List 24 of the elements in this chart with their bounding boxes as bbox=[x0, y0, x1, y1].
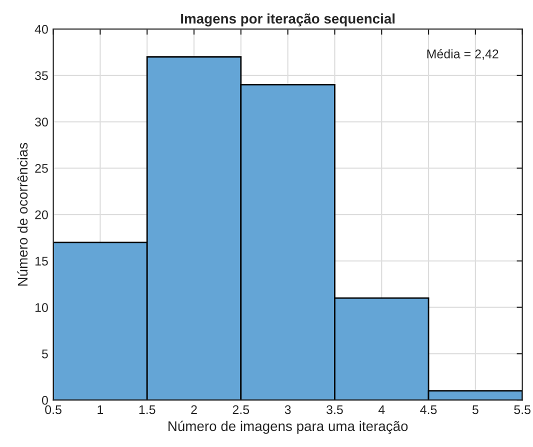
x-tick-label: 5.5 bbox=[514, 405, 531, 414]
x-tick-label: 5 bbox=[472, 405, 478, 414]
x-tick-label: 4 bbox=[378, 405, 385, 414]
x-axis-title: Número de imagens para uma iteração bbox=[168, 420, 408, 434]
y-tick-label: 25 bbox=[35, 164, 48, 173]
y-tick-label: 0 bbox=[42, 396, 48, 405]
x-tick-label: 1.5 bbox=[139, 405, 156, 414]
y-axis-title: Número de ocorrências bbox=[17, 142, 28, 286]
y-tick-label: 40 bbox=[34, 24, 48, 34]
y-tick-label: 35 bbox=[35, 71, 48, 80]
y-tick-label: 15 bbox=[35, 256, 48, 266]
x-tick-label: 2 bbox=[191, 405, 197, 414]
y-tick-label: 5 bbox=[42, 350, 48, 358]
chart-title: Imagens por iteração sequencial bbox=[181, 13, 395, 26]
x-tick-label: 4.5 bbox=[420, 405, 437, 414]
x-tick-label: 0.5 bbox=[45, 405, 62, 414]
annotation: Média = 2,42 bbox=[427, 49, 498, 60]
y-tick-label: 30 bbox=[35, 118, 48, 126]
x-tick-label: 3.5 bbox=[326, 405, 343, 414]
y-tick-label: 20 bbox=[35, 210, 48, 220]
y-tick-label: 10 bbox=[35, 303, 48, 312]
x-tick-label: 3 bbox=[284, 405, 291, 414]
x-tick-label: 2.5 bbox=[232, 405, 250, 414]
x-tick-label: 1 bbox=[98, 405, 104, 414]
